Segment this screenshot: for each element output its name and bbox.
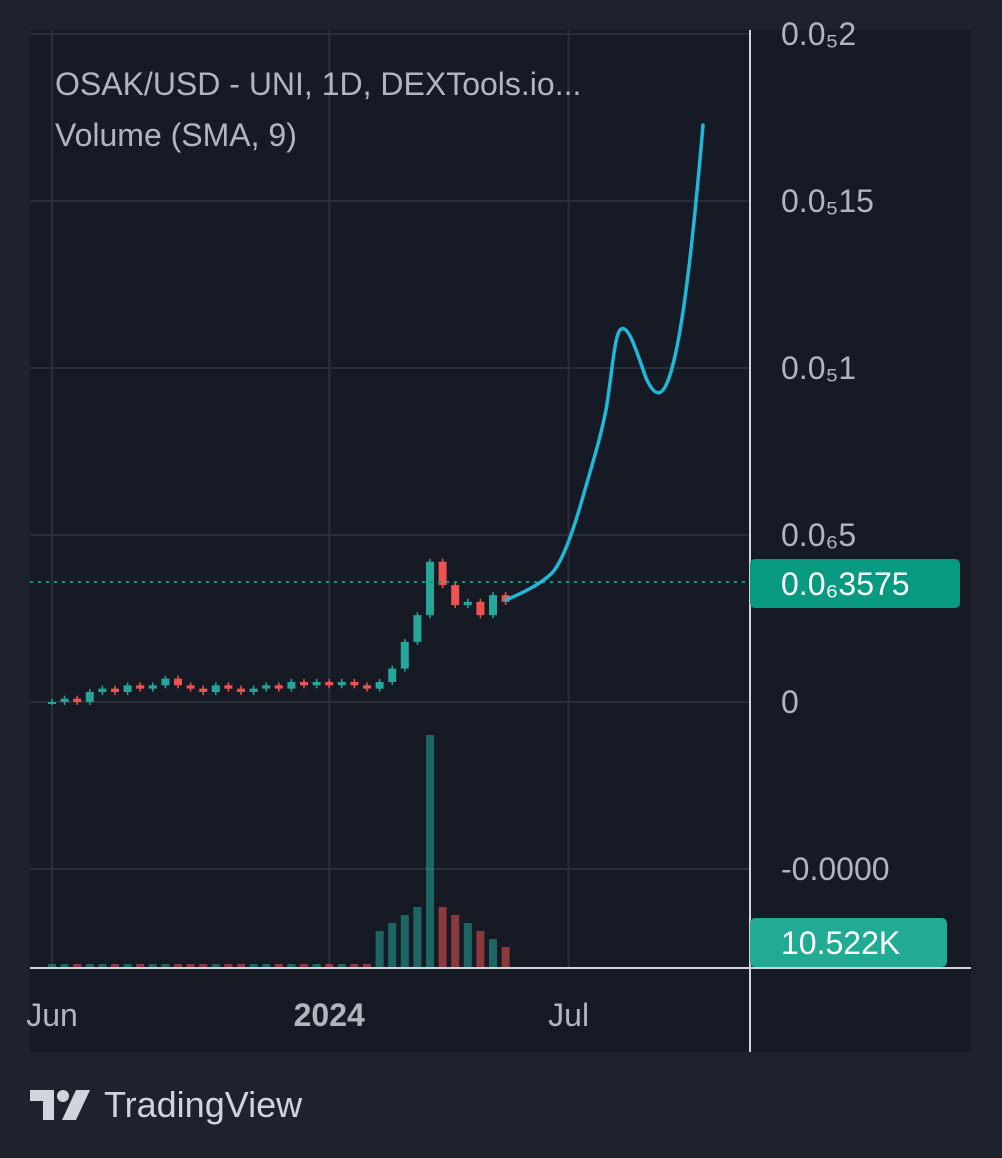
- volume-bar: [325, 964, 334, 967]
- last-volume-badge: [750, 918, 947, 967]
- volume-bar: [186, 964, 195, 967]
- tradingview-branding[interactable]: TradingView: [30, 1080, 302, 1130]
- candle-body: [136, 685, 145, 689]
- time-tick-label: Jun: [26, 997, 78, 1033]
- volume-bar: [174, 964, 182, 967]
- drawn-projection-line[interactable]: [504, 123, 705, 602]
- volume-bar: [262, 964, 271, 967]
- volume-bar: [413, 907, 422, 967]
- candle-body: [60, 698, 69, 702]
- candle-body: [73, 698, 82, 702]
- volume-bar: [60, 964, 69, 967]
- volume-bar: [363, 964, 371, 967]
- candle-body: [85, 691, 94, 702]
- indicator-label: Volume (SMA, 9): [55, 117, 297, 153]
- candle-body: [274, 685, 283, 689]
- volume-bar: [300, 964, 308, 967]
- candle-body: [350, 681, 359, 686]
- candle-body: [174, 678, 182, 686]
- last-price-badge: [750, 559, 960, 608]
- candle-body: [438, 561, 447, 586]
- candle-body: [489, 595, 497, 616]
- candle-body: [211, 685, 220, 692]
- candle-body: [148, 685, 157, 689]
- volume-bar: [199, 964, 208, 967]
- price-candles: [48, 558, 510, 705]
- volume-bar: [400, 915, 409, 967]
- price-tick-label: -0.0000: [781, 851, 890, 887]
- candle-body: [300, 681, 308, 686]
- volume-bar: [224, 964, 233, 967]
- price-tick-label: 0.0₅1: [781, 350, 856, 386]
- candle-body: [476, 601, 485, 616]
- volume-bar: [73, 964, 82, 967]
- candle-body: [249, 688, 258, 692]
- price-tick-label: 0.0₅2: [781, 16, 856, 52]
- volume-bar: [287, 964, 296, 967]
- last-volume-label: 10.522K: [781, 925, 900, 961]
- volume-bar: [350, 964, 359, 967]
- volume-bar: [438, 907, 447, 967]
- volume-bar: [48, 964, 56, 967]
- volume-bar: [111, 964, 119, 967]
- candle-body: [325, 681, 334, 686]
- candle-body: [237, 688, 245, 692]
- volume-bar: [237, 964, 245, 967]
- candle-body: [262, 685, 271, 689]
- volume-bar: [451, 915, 460, 967]
- price-tick-label: 0: [781, 684, 799, 720]
- candle-body: [123, 685, 132, 692]
- volume-bar: [161, 964, 170, 967]
- volume-bar: [136, 964, 145, 967]
- candle-body: [337, 681, 346, 686]
- candle-body: [224, 685, 233, 689]
- volume-bar: [274, 964, 283, 967]
- candle-body: [400, 641, 409, 669]
- candle-body: [186, 685, 195, 689]
- chart-title: OSAK/USD - UNI, 1D, DEXTools.io...: [55, 66, 581, 102]
- time-tick-label: Jul: [548, 997, 589, 1033]
- candle-body: [463, 601, 472, 606]
- volume-bar: [148, 964, 157, 967]
- volume-bar: [388, 923, 397, 967]
- time-tick-label: 2024: [294, 997, 365, 1033]
- volume-bar: [476, 931, 485, 967]
- volume-bar: [375, 931, 384, 967]
- price-tick-label: 0.0₆5: [781, 517, 856, 553]
- candle-body: [199, 688, 208, 692]
- vertical-gridlines: [51, 30, 570, 968]
- candle-body: [375, 681, 384, 689]
- volume-bar: [85, 964, 94, 967]
- volume-bar: [463, 923, 472, 967]
- candle-body: [363, 685, 371, 689]
- volume-bar: [426, 735, 434, 967]
- candle-body: [312, 681, 321, 686]
- volume-bar: [123, 964, 132, 967]
- volume-bar: [312, 964, 321, 967]
- candle-body: [98, 688, 107, 692]
- price-axis-labels: 0.0₅2 0.0₅15 0.0₅1 0.0₆5 0 -0.0000: [781, 16, 890, 887]
- tradingview-logo-icon: [30, 1090, 90, 1120]
- candle-body: [426, 561, 434, 616]
- candle-body: [287, 681, 296, 689]
- volume-bar: [98, 964, 107, 967]
- time-axis-labels: Jun 2024 Jul: [26, 997, 589, 1033]
- candle-body: [111, 688, 119, 692]
- tradingview-brand-name: TradingView: [104, 1084, 303, 1125]
- volume-bar: [249, 964, 258, 967]
- volume-bar: [337, 964, 346, 967]
- candle-body: [388, 668, 397, 682]
- horizontal-gridlines: [30, 33, 750, 870]
- candle-body: [161, 678, 170, 686]
- price-tick-label: 0.0₅15: [781, 183, 874, 219]
- volume-bar: [489, 939, 497, 967]
- volume-bar: [211, 964, 220, 967]
- volume-bar: [501, 947, 510, 967]
- candle-body: [413, 615, 422, 642]
- candle-body: [451, 585, 460, 606]
- volume-bars: [48, 735, 510, 967]
- last-price-label: 0.0₆3575: [781, 566, 910, 602]
- candle-body: [48, 702, 56, 704]
